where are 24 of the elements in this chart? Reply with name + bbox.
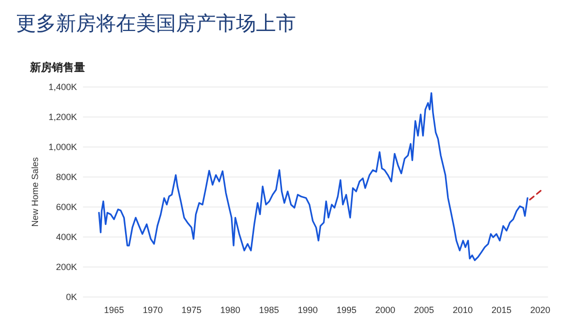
x-tick-label: 1995 bbox=[336, 305, 357, 315]
x-tick-label: 1980 bbox=[220, 305, 240, 315]
x-tick-label: 2005 bbox=[414, 305, 434, 315]
x-tick-label: 2010 bbox=[452, 305, 473, 315]
y-tick-label: 200K bbox=[56, 262, 77, 272]
line-series bbox=[98, 92, 528, 262]
y-tick-label: 600K bbox=[56, 202, 77, 212]
y-tick-label: 400K bbox=[56, 232, 77, 242]
y-tick-label: 0K bbox=[66, 292, 77, 302]
y-axis-title: New Home Sales bbox=[30, 156, 40, 227]
x-tick-label: 2020 bbox=[530, 305, 550, 315]
x-tick-label: 1985 bbox=[258, 305, 280, 315]
y-tick-label: 1,400K bbox=[48, 82, 77, 92]
x-tick-label: 2015 bbox=[491, 305, 512, 315]
x-tick-label: 1975 bbox=[181, 305, 202, 315]
x-tick-label: 2000 bbox=[375, 305, 396, 315]
chart-subtitle: 新房销售量 bbox=[29, 61, 85, 74]
x-tick-label: 1965 bbox=[104, 305, 124, 315]
y-tick-label: 800K bbox=[56, 172, 77, 182]
chart-title: 更多新房将在美国房产市场上市 bbox=[16, 11, 296, 35]
y-tick-label: 1,000K bbox=[48, 142, 77, 152]
x-tick-label: 1990 bbox=[298, 305, 318, 315]
y-tick-label: 1,200K bbox=[48, 112, 77, 122]
x-tick-label: 1970 bbox=[142, 305, 163, 315]
